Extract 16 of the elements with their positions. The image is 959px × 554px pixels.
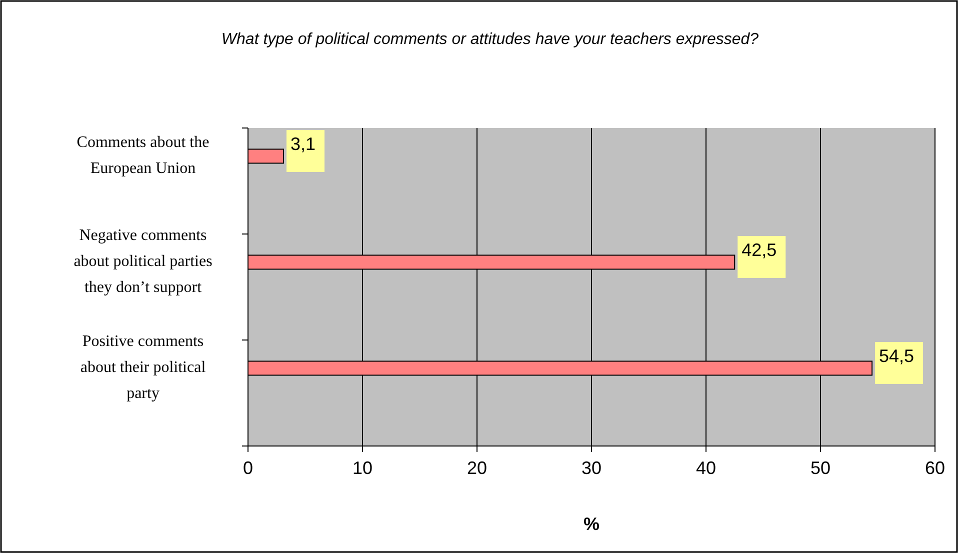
x-tick-label: 60 (924, 458, 946, 478)
y-tick-label: Negative comments about political parties they don’t support (74, 227, 212, 296)
y-tick-label: Positive comments about their political party (80, 333, 206, 402)
x-tick-label: 30 (581, 458, 602, 478)
x-tick-label: 40 (696, 458, 716, 478)
x-tick-label: 0 (242, 458, 254, 478)
data-label: 54,5 (879, 346, 914, 366)
data-label: 42,5 (742, 240, 777, 260)
y-tick-label: Comments about the European Union (76, 134, 210, 178)
x-tick-label: 50 (810, 458, 831, 478)
bar (248, 148, 284, 164)
x-axis-title: % (583, 514, 600, 534)
chart-title: What type of political comments or attitudes have your teachers expressed? (221, 31, 759, 48)
data-label: 3,1 (290, 134, 316, 154)
x-tick-label: 10 (352, 458, 373, 478)
x-tick-label: 20 (466, 458, 488, 478)
